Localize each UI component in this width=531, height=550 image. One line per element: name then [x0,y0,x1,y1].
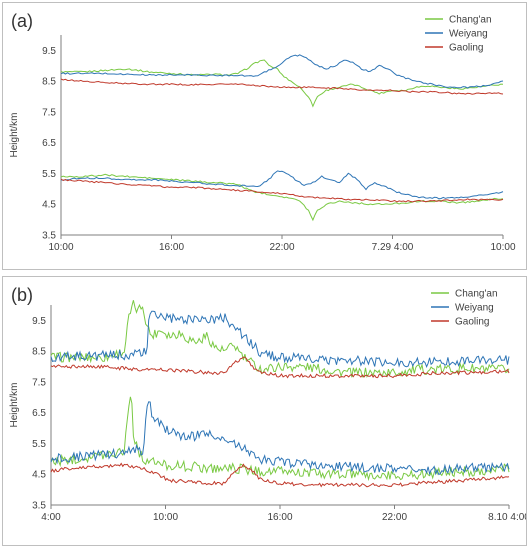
x-tick-label: 10:00 [153,512,178,523]
x-tick-label: 10:00 [490,242,515,253]
legend-label: Weiyang [455,303,494,314]
series-line-changan-lower [60,173,504,222]
y-tick-label: 9.5 [42,46,56,57]
legend-label: Chang'an [455,289,498,300]
panel-label: (b) [11,285,33,305]
legend-label: Gaoling [449,43,483,54]
y-tick-label: 4.5 [42,200,56,211]
y-tick-label: 5.5 [42,169,56,180]
x-tick-label: 4:00 [41,512,61,523]
x-tick-label: 7.29 4:00 [372,242,414,253]
y-tick-label: 8.5 [32,347,46,358]
x-tick-label: 8.10 4:00 [488,512,526,523]
series-line-weiyang-lower [60,170,504,200]
y-tick-label: 6.5 [42,138,56,149]
y-axis-label: Height/km [9,112,20,157]
y-tick-label: 3.5 [32,501,46,512]
chart-panel-b: (b) Height/km 3.5 4.5 5.5 6.5 7.5 8.5 9.5 4:00 10:… [2,276,527,546]
y-axis-label: Height/km [9,382,20,427]
y-tick-label: 5.5 [32,439,46,450]
x-tick-label: 10:00 [48,242,73,253]
y-tick-label: 6.5 [32,408,46,419]
x-tick-label: 22:00 [269,242,294,253]
series-line-weiyang-lower [50,401,510,476]
series-line-changan-lower [50,396,510,482]
legend-label: Gaoling [455,317,489,328]
chart-b-svg: (b) Height/km 3.5 4.5 5.5 6.5 7.5 8.5 9.5 4:00 10:… [9,285,526,523]
y-tick-label: 4.5 [32,470,46,481]
chart-a-svg: (a) Height/km 3.5 4.5 5.5 6.5 7.5 8.5 9.5 10:00 16… [9,11,516,253]
series-line-gaoling-upper [50,356,510,379]
panel-label: (a) [11,11,33,31]
x-tick-label: 16:00 [159,242,184,253]
x-tick-label: 22:00 [382,512,407,523]
y-tick-label: 8.5 [42,77,56,88]
y-tick-label: 3.5 [42,231,56,242]
legend-label: Chang'an [449,15,492,26]
y-tick-label: 9.5 [32,316,46,327]
chart-panel-a: (a) Height/km 3.5 4.5 5.5 6.5 7.5 8.5 9.5 10:00 16… [2,2,527,270]
series-line-changan-upper [60,59,504,108]
series-line-weiyang-upper [60,54,504,89]
series-line-weiyang-upper [50,310,510,369]
y-tick-label: 7.5 [32,377,46,388]
series-line-gaoling-upper [60,78,504,95]
series-line-gaoling-lower [50,462,510,488]
x-tick-label: 16:00 [267,512,292,523]
legend-label: Weiyang [449,29,488,40]
y-tick-label: 7.5 [42,107,56,118]
series-line-changan-upper [50,300,510,378]
series-line-gaoling-lower [60,178,504,203]
